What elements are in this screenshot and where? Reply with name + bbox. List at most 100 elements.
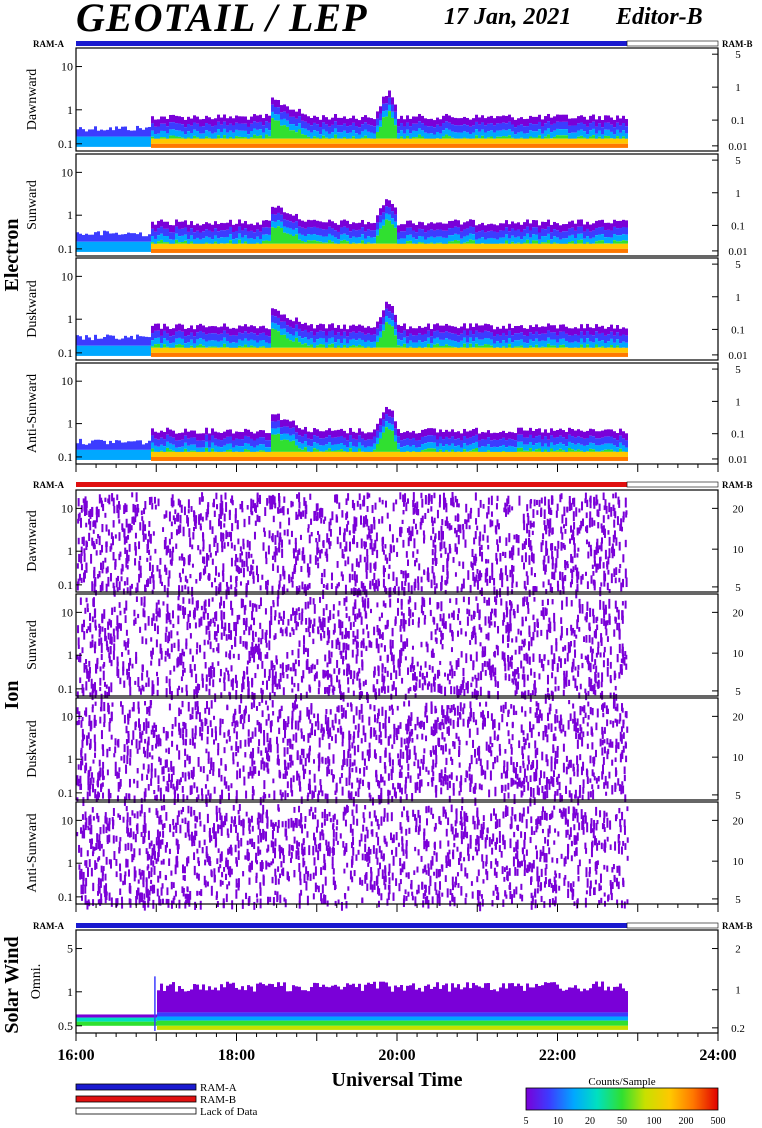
- panel-frame: [75, 47, 719, 152]
- left-tick-label: 10: [61, 374, 73, 388]
- right-tick-label: 5: [735, 259, 741, 271]
- panel-frames: RAM-A RAM-B Dawnward 10 1 0.1 5 1 0.1 0.01 Sunward…: [25, 39, 753, 1064]
- colorbar: Counts/Sample 5 10 20 50 100 200 500: [524, 1076, 726, 1127]
- colorbar-tick-label: 20: [585, 1116, 595, 1127]
- left-tick-label: 0.1: [58, 450, 73, 464]
- left-tick-label: 0.5: [58, 1019, 73, 1033]
- right-tick-label: 10: [733, 856, 745, 868]
- left-tick-label: 0.1: [58, 578, 73, 592]
- colorbar-tick-label: 50: [617, 1116, 627, 1127]
- x-tick-label: 16:00: [57, 1047, 94, 1064]
- colorbar-title: Counts/Sample: [588, 1076, 655, 1088]
- left-tick-label: 10: [61, 605, 73, 619]
- left-tick-label: 5: [67, 942, 73, 956]
- right-tick-label: 20: [733, 815, 745, 827]
- colorbar-tick-label: 500: [711, 1116, 726, 1127]
- panel-frame: [75, 153, 719, 257]
- legend-swatch-ram-b: [75, 1095, 197, 1103]
- spectrogram-layer: [76, 90, 629, 1030]
- left-tick-label: 0.1: [58, 346, 73, 360]
- page-title: GEOTAIL / LEP: [76, 0, 368, 40]
- colorbar-gradient: [525, 1087, 719, 1111]
- legend-label-ram-b: RAM-B: [200, 1094, 236, 1106]
- left-tick-label: 1: [67, 985, 73, 999]
- right-tick-label: 20: [733, 503, 745, 515]
- ram-status-bar: [76, 923, 628, 928]
- right-tick-label: 1: [735, 82, 741, 94]
- right-tick-label: 20: [733, 607, 745, 619]
- group-label-solar-wind: Solar Wind: [1, 936, 23, 1033]
- panel-label: Dawnward: [25, 510, 40, 571]
- left-tick-label: 10: [61, 813, 73, 827]
- spectrogram-panel: [76, 596, 628, 704]
- colorbar-tick-label: 5: [524, 1116, 529, 1127]
- panel-label: Duskward: [25, 280, 40, 338]
- right-tick-label: 1: [735, 292, 741, 304]
- legend-label-ram-a: RAM-A: [200, 1082, 237, 1094]
- lack-of-data-bar: [626, 40, 719, 47]
- ram-label-right: RAM-B: [722, 921, 753, 931]
- right-tick-label: 5: [735, 364, 741, 376]
- panel-label: Omni.: [29, 964, 44, 999]
- colorbar-tick-label: 100: [647, 1116, 662, 1127]
- lack-of-data-bar: [626, 481, 719, 488]
- editor-label: Editor-B: [616, 4, 703, 30]
- spectrogram-panel: [76, 301, 628, 357]
- spectrogram-panel: [76, 492, 628, 600]
- left-tick-label: 0.1: [58, 890, 73, 904]
- legend-swatch-lack: [75, 1107, 197, 1115]
- panel-label: Duskward: [25, 720, 40, 778]
- left-tick-label: 10: [61, 60, 73, 74]
- group-label-electron: Electron: [1, 219, 23, 292]
- right-tick-label: 0.01: [728, 246, 747, 258]
- ram-status-bar: [76, 482, 628, 487]
- left-tick-label: 1: [67, 208, 73, 222]
- right-tick-label: 2: [735, 944, 741, 956]
- left-tick-label: 0.1: [58, 242, 73, 256]
- right-tick-label: 5: [735, 582, 741, 594]
- ram-label-left: RAM-A: [33, 921, 64, 931]
- panel-frame: [75, 257, 719, 361]
- right-tick-label: 1: [735, 396, 741, 408]
- right-tick-label: 0.1: [731, 115, 745, 127]
- spectrogram-panel: [76, 700, 629, 807]
- left-tick-label: 10: [61, 269, 73, 283]
- legend-label-lack: Lack of Data: [200, 1106, 258, 1118]
- spectrogram-panel: [76, 90, 628, 148]
- x-tick-label: 22:00: [539, 1047, 576, 1064]
- left-tick-label: 10: [61, 709, 73, 723]
- ram-label-right: RAM-B: [722, 480, 753, 490]
- ram-label-right: RAM-B: [722, 39, 753, 49]
- left-tick-label: 1: [67, 312, 73, 326]
- panel-label: Anti-Sunward: [25, 813, 40, 892]
- colorbar-tick-label: 10: [553, 1116, 563, 1127]
- right-tick-label: 0.01: [728, 141, 747, 153]
- plot-date: 17 Jan, 2021: [444, 4, 572, 30]
- lack-of-data-bar: [626, 922, 719, 929]
- spectrogram-panel: [76, 406, 628, 461]
- left-tick-label: 1: [67, 752, 73, 766]
- right-tick-label: 10: [733, 648, 745, 660]
- panel-label: Sunward: [25, 180, 40, 230]
- ram-label-left: RAM-A: [33, 39, 64, 49]
- right-tick-label: 5: [735, 155, 741, 167]
- panel-frame: [75, 489, 719, 593]
- panel-frame: [75, 697, 719, 801]
- right-tick-label: 20: [733, 711, 745, 723]
- right-tick-label: 0.01: [728, 350, 747, 362]
- legend-swatch-ram-a: [75, 1083, 197, 1091]
- panel-label: Anti-Sunward: [25, 374, 40, 453]
- ram-status-bar: [76, 41, 628, 46]
- right-tick-label: 1: [735, 985, 741, 997]
- spectrogram-panel: [76, 804, 629, 912]
- right-tick-label: 1: [735, 188, 741, 200]
- left-tick-label: 1: [67, 417, 73, 431]
- right-tick-label: 5: [735, 790, 741, 802]
- x-tick-label: 24:00: [699, 1047, 736, 1064]
- left-tick-label: 10: [61, 165, 73, 179]
- left-tick-label: 1: [67, 103, 73, 117]
- colorbar-tick-label: 200: [679, 1116, 694, 1127]
- panel-label: Dawnward: [25, 69, 40, 130]
- left-tick-label: 0.1: [58, 682, 73, 696]
